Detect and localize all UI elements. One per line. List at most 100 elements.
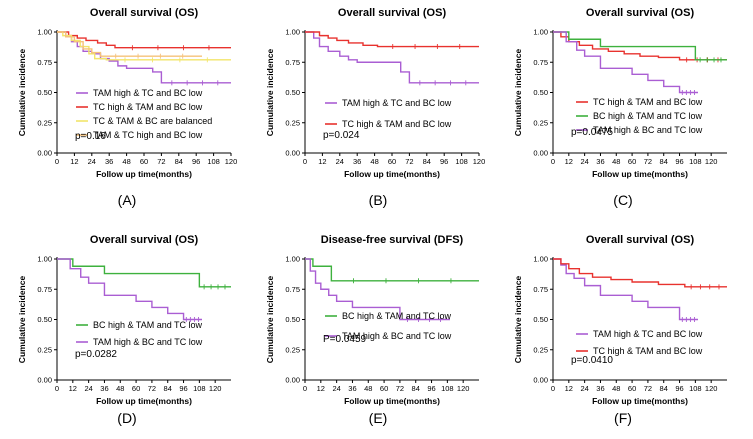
y-tick-label: 0.50 [37, 88, 52, 97]
chart-title: Overall survival (OS) [338, 7, 447, 19]
y-tick-label: 0.50 [533, 88, 548, 97]
legend-label: TAM high & BC and TC low [93, 337, 203, 347]
x-tick-label: 60 [140, 157, 148, 166]
legend-label: TC high & TAM and BC low [593, 97, 703, 107]
y-axis-label: Cumulative incidence [265, 276, 275, 364]
survival-curve-series-1 [305, 31, 479, 84]
x-tick-label: 0 [551, 157, 555, 166]
panel-label: (B) [369, 192, 388, 208]
x-tick-label: 96 [675, 384, 683, 393]
y-tick-label: 1.00 [37, 28, 52, 37]
x-tick-label: 108 [689, 157, 702, 166]
y-tick-label: 0.25 [37, 345, 52, 354]
x-tick-label: 24 [332, 384, 340, 393]
panel-label: (F) [614, 410, 632, 426]
y-tick-label: 0.00 [533, 149, 548, 158]
x-tick-label: 36 [348, 384, 356, 393]
x-tick-label: 120 [705, 157, 718, 166]
p-value-label: P=0.0459 [323, 334, 367, 345]
y-tick-label: 0.00 [37, 149, 52, 158]
legend-label: TAM high & BC and TC low [342, 331, 452, 341]
x-tick-label: 60 [388, 157, 396, 166]
survival-curve-series-1 [57, 258, 231, 288]
chart-title: Disease-free survival (DFS) [321, 234, 464, 246]
y-axis-label: Cumulative incidence [513, 276, 523, 364]
legend-label: BC high & TAM and TC low [342, 311, 452, 321]
y-tick-label: 0.75 [533, 285, 548, 294]
legend-label: TAM high & TC and BC low [93, 88, 203, 98]
survival-curve-series-3 [553, 31, 698, 94]
x-tick-label: 96 [440, 157, 448, 166]
x-tick-label: 72 [396, 384, 404, 393]
y-tick-label: 1.00 [37, 255, 52, 264]
x-tick-label: 72 [405, 157, 413, 166]
x-tick-label: 72 [644, 157, 652, 166]
x-tick-label: 72 [148, 384, 156, 393]
y-tick-label: 0.25 [533, 118, 548, 127]
chart-title: Overall survival (OS) [90, 7, 199, 19]
x-tick-label: 60 [628, 384, 636, 393]
survival-curve-series-1 [57, 31, 231, 84]
y-tick-label: 0.50 [285, 315, 300, 324]
legend-label: BC high & TAM and TC low [593, 111, 703, 121]
x-tick-label: 12 [70, 157, 78, 166]
survival-curve-series-3 [57, 31, 231, 61]
x-tick-label: 36 [105, 157, 113, 166]
x-tick-label: 24 [88, 157, 96, 166]
x-tick-label: 60 [380, 384, 388, 393]
x-tick-label: 108 [441, 384, 454, 393]
y-tick-label: 0.25 [285, 118, 300, 127]
panel-label: (D) [117, 410, 136, 426]
x-tick-label: 12 [69, 384, 77, 393]
y-tick-label: 1.00 [533, 28, 548, 37]
y-tick-label: 0.00 [533, 376, 548, 385]
x-tick-label: 24 [580, 157, 588, 166]
x-tick-label: 0 [55, 157, 59, 166]
survival-curve-series-1 [305, 258, 479, 282]
x-tick-label: 24 [336, 157, 344, 166]
x-tick-label: 36 [596, 157, 604, 166]
survival-curve-series-4 [57, 31, 202, 57]
x-tick-label: 0 [303, 157, 307, 166]
chart-panel-d: Overall survival (OS) 0.00 0.25 0.50 0.75 1.0… [17, 234, 231, 426]
x-tick-label: 72 [644, 384, 652, 393]
chart-panel-b: Overall survival (OS) 0.00 0.25 0.50 0.75 1.0… [265, 7, 485, 208]
x-tick-label: 0 [303, 384, 307, 393]
chart-title: Overall survival (OS) [586, 7, 695, 19]
x-axis-label: Follow up time(months) [96, 396, 192, 406]
p-value-label: p=0.0282 [75, 349, 117, 360]
y-tick-label: 0.75 [533, 58, 548, 67]
x-tick-label: 108 [455, 157, 468, 166]
y-tick-label: 0.75 [285, 58, 300, 67]
x-tick-label: 96 [192, 157, 200, 166]
x-tick-label: 12 [317, 384, 325, 393]
x-tick-label: 48 [612, 384, 620, 393]
legend-label: TAM high & TC and BC low [593, 329, 703, 339]
x-tick-label: 36 [353, 157, 361, 166]
legend-label: BC high & TAM and TC low [93, 320, 203, 330]
y-tick-label: 0.25 [285, 345, 300, 354]
survival-curve-series-2 [553, 31, 727, 61]
y-tick-label: 0.50 [533, 315, 548, 324]
panel-label: (A) [118, 192, 137, 208]
legend-label: TAM high & BC and TC low [593, 125, 703, 135]
x-tick-label: 48 [612, 157, 620, 166]
survival-curve-series-2 [305, 31, 479, 48]
y-tick-label: 1.00 [533, 255, 548, 264]
x-tick-label: 84 [412, 384, 420, 393]
x-tick-label: 48 [364, 384, 372, 393]
panel-label: (E) [369, 410, 388, 426]
x-tick-label: 96 [675, 157, 683, 166]
x-axis-label: Follow up time(months) [96, 169, 192, 179]
x-tick-label: 120 [225, 157, 238, 166]
x-tick-label: 84 [175, 157, 183, 166]
chart-title: Overall survival (OS) [586, 234, 695, 246]
y-tick-label: 0.75 [285, 285, 300, 294]
x-tick-label: 0 [551, 384, 555, 393]
x-tick-label: 120 [473, 157, 486, 166]
x-tick-label: 60 [628, 157, 636, 166]
chart-title: Overall survival (OS) [90, 234, 199, 246]
x-tick-label: 96 [427, 384, 435, 393]
p-value-label: p=0.16 [75, 131, 106, 142]
x-tick-label: 108 [193, 384, 206, 393]
